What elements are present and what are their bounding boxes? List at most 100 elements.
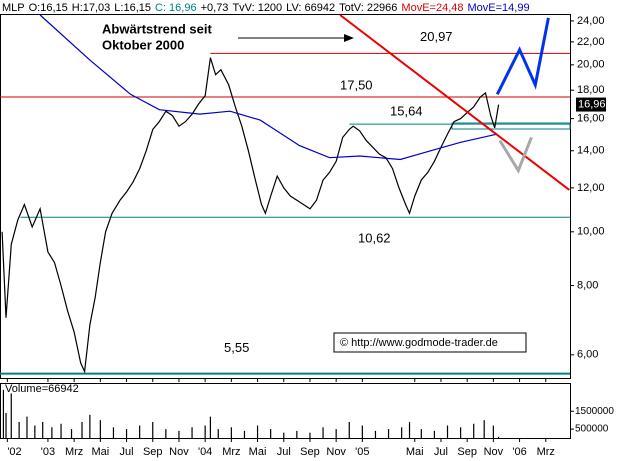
x-tick-label: '05 (355, 446, 369, 458)
level-label: 20,97 (420, 29, 453, 44)
header-item: +0,73 (201, 2, 229, 14)
volume-bar (5, 413, 7, 438)
volume-bar (191, 427, 193, 438)
x-tick-label: Mrz (65, 446, 83, 458)
header-item: TotV: 22966 (339, 2, 397, 14)
x-tick-label: '03 (41, 446, 55, 458)
volume-bar (270, 429, 272, 438)
copyright: © http://www.godmode-trader.de (340, 337, 498, 349)
volume-bar (309, 432, 311, 438)
x-tick-label: '04 (198, 446, 212, 458)
arrow-head (344, 34, 354, 42)
x-tick-label: Nov (169, 446, 189, 458)
projection (498, 136, 533, 174)
volume-bar (2, 389, 5, 438)
price-line (1, 57, 500, 374)
volume-bar (374, 430, 377, 438)
trendline (339, 14, 570, 191)
y-tick-label: 500000 (575, 424, 609, 435)
x-tick-label: Mai (91, 446, 109, 458)
volume-bar (296, 430, 298, 438)
volume-bar (34, 425, 36, 438)
x-tick-label: Mrz (537, 446, 555, 458)
volume-bar (89, 414, 91, 438)
volume-bar (178, 430, 180, 438)
projection (495, 17, 550, 95)
x-tick-label: Nov (484, 446, 504, 458)
x-tick-label: Jul (277, 446, 291, 458)
y-tick-label: 18,00 (577, 84, 605, 96)
volume-bar (283, 432, 285, 438)
last-price-box (576, 97, 606, 112)
header-item: C: 16,96 (155, 2, 197, 14)
y-tick-label: 24,00 (577, 15, 605, 27)
volume-bar (420, 429, 422, 438)
volume-bar (387, 429, 390, 438)
header-item: H:17,03 (72, 2, 111, 14)
annotation: Oktober 2000 (102, 37, 184, 52)
volume-bar (322, 427, 324, 438)
y-tick-label: 20,00 (577, 59, 605, 71)
volume-bar (230, 427, 232, 438)
volume-bar (256, 425, 259, 438)
volume-bar (26, 416, 28, 438)
x-tick-label: Nov (326, 446, 346, 458)
volume-bar (112, 427, 115, 438)
level-label: 15,64 (390, 104, 423, 119)
volume-bar (348, 421, 350, 438)
copyright-box (333, 332, 527, 353)
y-tick-label: 1500000 (575, 406, 614, 417)
volume-bar (408, 421, 411, 438)
volume-bar (217, 429, 219, 438)
volume-bar (473, 423, 475, 438)
volume-bar (209, 416, 211, 438)
volume-bar (10, 393, 12, 438)
y-tick-label: 16,00 (577, 112, 605, 124)
volume-bar (361, 425, 363, 438)
last-price: 16,96 (578, 98, 606, 110)
volume-title: Volume=66942 (5, 383, 79, 395)
header-item: MovE=24,48 (401, 2, 463, 14)
x-tick-label: Sep (143, 446, 163, 458)
volume-bar (81, 421, 83, 438)
volume-bar (99, 420, 101, 438)
header-item: LV: 66942 (286, 2, 335, 14)
volume-bar (483, 420, 485, 438)
volume-bar (460, 427, 462, 438)
volume-bar (204, 425, 206, 438)
level-label: 17,50 (340, 77, 373, 92)
y-tick-label: 6,00 (577, 349, 598, 361)
volume-bar (125, 429, 128, 438)
volume-bar (42, 421, 44, 438)
volume-bar (165, 429, 167, 438)
x-tick-label: '02 (7, 446, 21, 458)
volume-bar (498, 436, 500, 438)
x-tick-label: Jul (434, 446, 448, 458)
volume-bar (401, 427, 403, 438)
volume-bar (492, 425, 494, 438)
level-label: 5,55 (224, 340, 249, 355)
header-item: MovE=14,99 (468, 2, 530, 14)
x-tick-label: Mai (249, 446, 267, 458)
header-item: L:16,15 (114, 2, 151, 14)
price-frame (0, 14, 571, 379)
header-item: MLP (2, 2, 25, 14)
volume-bar (433, 430, 436, 438)
volume-bar (152, 421, 154, 438)
x-tick-label: Mai (406, 446, 424, 458)
volume-bar (60, 423, 62, 438)
level-label: 10,62 (358, 231, 391, 246)
y-tick-label: 22,00 (577, 36, 605, 48)
volume-bar (446, 425, 449, 438)
x-tick-label: '06 (512, 446, 526, 458)
annotation: Abwärtstrend seit (102, 21, 212, 36)
volume-bar (51, 427, 53, 438)
volume-bar (70, 429, 73, 438)
volume-bar (139, 425, 141, 438)
header-item: O:16,15 (29, 2, 68, 14)
x-tick-label: Sep (300, 446, 320, 458)
header-item: TvV: 1200 (232, 2, 282, 14)
x-tick-label: Mrz (222, 446, 240, 458)
y-tick-label: 8,00 (577, 279, 598, 291)
